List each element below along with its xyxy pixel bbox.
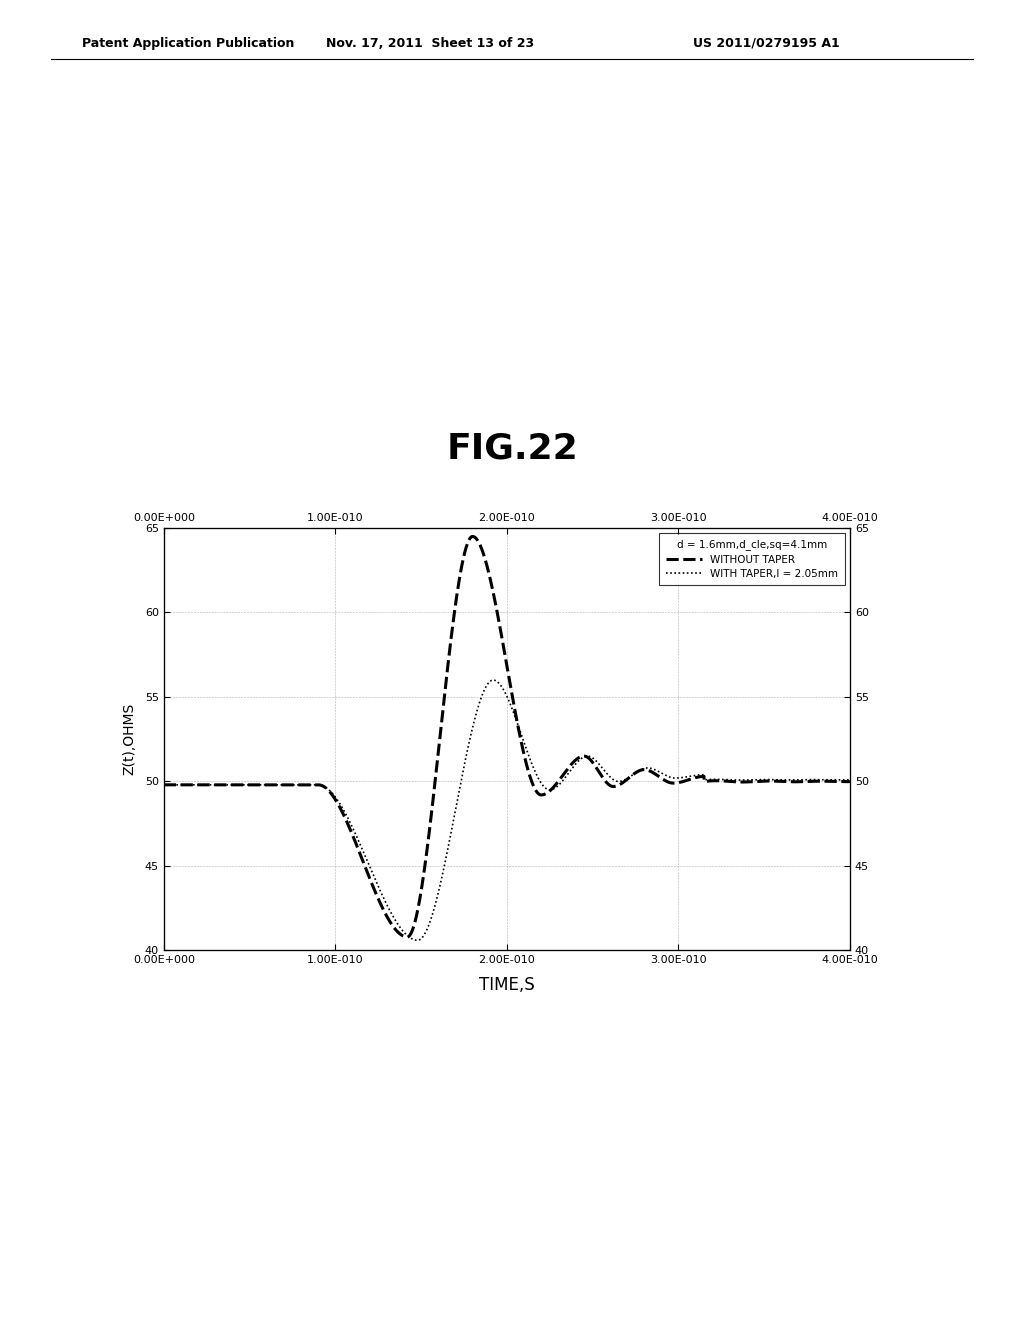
- Y-axis label: Z(t),OHMS: Z(t),OHMS: [123, 704, 136, 775]
- WITH TAPER,l = 2.05mm: [412, 932, 424, 948]
- WITHOUT TAPER: [467, 528, 479, 544]
- WITH TAPER,l = 2.05mm: [451, 795, 463, 810]
- WITHOUT TAPER: [158, 777, 170, 793]
- WITHOUT TAPER: [401, 929, 414, 945]
- WITH TAPER,l = 2.05mm: [276, 777, 289, 793]
- Text: US 2011/0279195 A1: US 2011/0279195 A1: [693, 37, 840, 50]
- Text: Nov. 17, 2011  Sheet 13 of 23: Nov. 17, 2011 Sheet 13 of 23: [326, 37, 535, 50]
- WITH TAPER,l = 2.05mm: [757, 772, 769, 788]
- WITH TAPER,l = 2.05mm: [421, 921, 433, 937]
- WITH TAPER,l = 2.05mm: [158, 777, 170, 793]
- Line: WITH TAPER,l = 2.05mm: WITH TAPER,l = 2.05mm: [164, 680, 850, 940]
- WITHOUT TAPER: [421, 841, 433, 857]
- WITH TAPER,l = 2.05mm: [236, 777, 248, 793]
- WITHOUT TAPER: [276, 777, 289, 793]
- WITHOUT TAPER: [757, 774, 769, 789]
- WITHOUT TAPER: [451, 587, 463, 603]
- Line: WITHOUT TAPER: WITHOUT TAPER: [164, 536, 850, 937]
- WITH TAPER,l = 2.05mm: [487, 672, 500, 688]
- WITHOUT TAPER: [844, 774, 856, 789]
- Legend: WITHOUT TAPER, WITH TAPER,l = 2.05mm: WITHOUT TAPER, WITH TAPER,l = 2.05mm: [659, 533, 845, 585]
- X-axis label: TIME,S: TIME,S: [479, 977, 535, 994]
- WITHOUT TAPER: [830, 774, 843, 789]
- WITH TAPER,l = 2.05mm: [844, 772, 856, 788]
- WITHOUT TAPER: [236, 777, 248, 793]
- WITH TAPER,l = 2.05mm: [830, 772, 843, 788]
- Text: FIG.22: FIG.22: [446, 432, 578, 466]
- Text: Patent Application Publication: Patent Application Publication: [82, 37, 294, 50]
